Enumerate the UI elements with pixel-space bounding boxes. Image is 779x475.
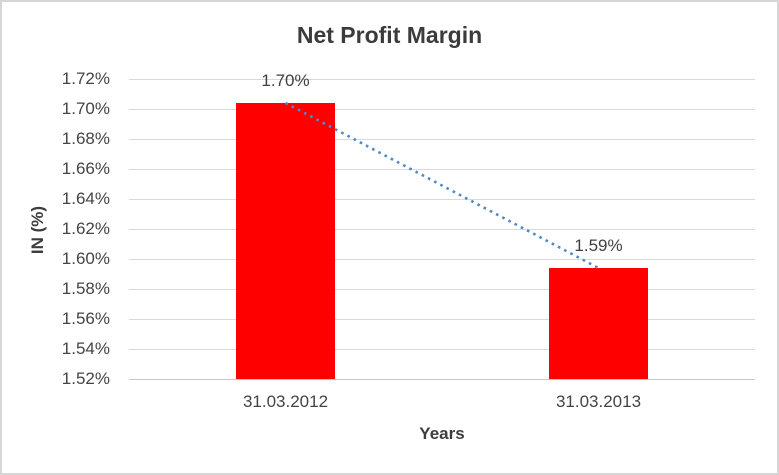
gridline bbox=[129, 109, 755, 110]
y-tick-label: 1.52% bbox=[61, 369, 110, 388]
bar-31.03.2013 bbox=[549, 268, 648, 379]
y-tick-label: 1.66% bbox=[61, 159, 110, 178]
y-tick-label: 1.54% bbox=[61, 339, 110, 358]
y-tick-label: 1.56% bbox=[61, 309, 110, 328]
y-tick-label: 1.70% bbox=[61, 99, 110, 118]
plot-area bbox=[129, 79, 755, 380]
gridline bbox=[129, 259, 755, 260]
y-tick-label: 1.58% bbox=[61, 279, 110, 298]
gridline bbox=[129, 319, 755, 320]
y-tick-label: 1.64% bbox=[61, 189, 110, 208]
y-tick-label: 1.68% bbox=[61, 129, 110, 148]
gridline bbox=[129, 349, 755, 350]
gridline bbox=[129, 169, 755, 170]
x-tick-label: 31.03.2012 bbox=[242, 392, 329, 411]
gridline bbox=[129, 199, 755, 200]
y-tick-label: 1.72% bbox=[61, 69, 110, 88]
bar-31.03.2012 bbox=[236, 103, 335, 379]
gridline bbox=[129, 289, 755, 290]
x-axis-title: Years bbox=[419, 424, 465, 443]
bar-data-label: 1.70% bbox=[261, 71, 310, 90]
y-tick-label: 1.60% bbox=[61, 249, 110, 268]
x-axis-line bbox=[129, 379, 755, 380]
gridline bbox=[129, 139, 755, 140]
gridline bbox=[129, 229, 755, 230]
y-tick-label: 1.62% bbox=[61, 219, 110, 238]
gridline bbox=[129, 79, 755, 80]
chart-title: Net Profit Margin bbox=[296, 22, 483, 48]
x-tick-label: 31.03.2013 bbox=[555, 392, 642, 411]
bar-data-label: 1.59% bbox=[574, 236, 623, 255]
